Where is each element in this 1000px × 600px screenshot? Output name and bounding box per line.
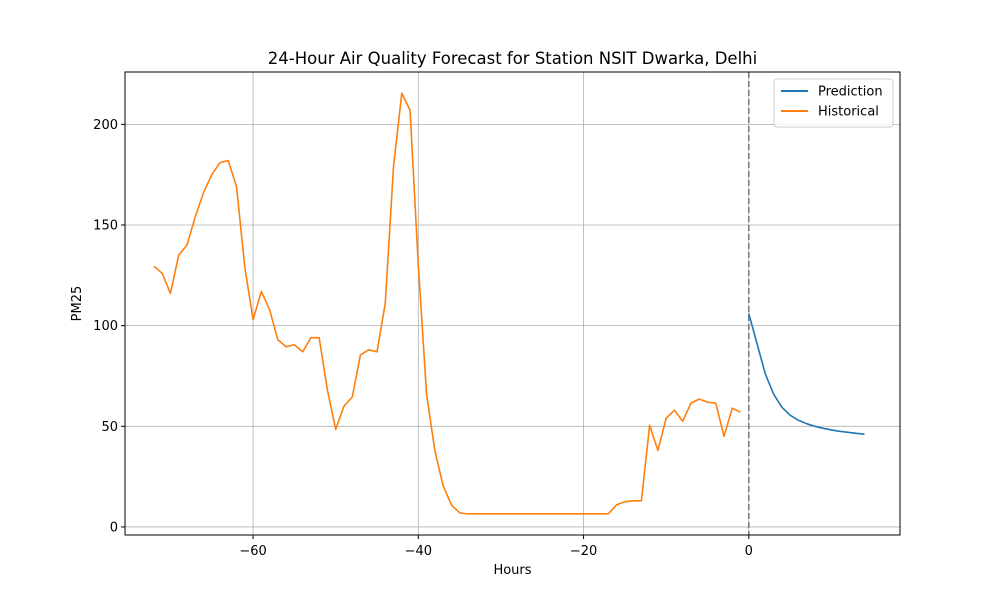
legend: Prediction Historical [773,78,894,128]
grid [125,72,900,535]
x-tick-label: −20 [570,544,597,559]
axis-ticks: −60 −40 −20 0 0 50 100 150 200 [93,118,753,559]
x-axis-title: Hours [493,563,531,578]
series-line-historical [153,92,741,515]
y-axis-title: PM25 [70,286,85,322]
x-tick-label: 0 [745,544,753,559]
legend-label-prediction: Prediction [818,85,883,100]
y-tick-label: 100 [93,319,118,334]
y-tick-label: 0 [110,520,118,535]
legend-label-historical: Historical [818,105,879,120]
x-tick-label: −40 [405,544,432,559]
series-line-prediction [748,313,865,435]
chart-title: 24-Hour Air Quality Forecast for Station… [268,49,757,68]
y-tick-label: 50 [101,420,118,435]
x-tick-label: −60 [239,544,266,559]
y-tick-label: 150 [93,218,118,233]
plot-frame [124,71,901,536]
series-layer [153,92,865,515]
y-tick-label: 200 [93,118,118,133]
